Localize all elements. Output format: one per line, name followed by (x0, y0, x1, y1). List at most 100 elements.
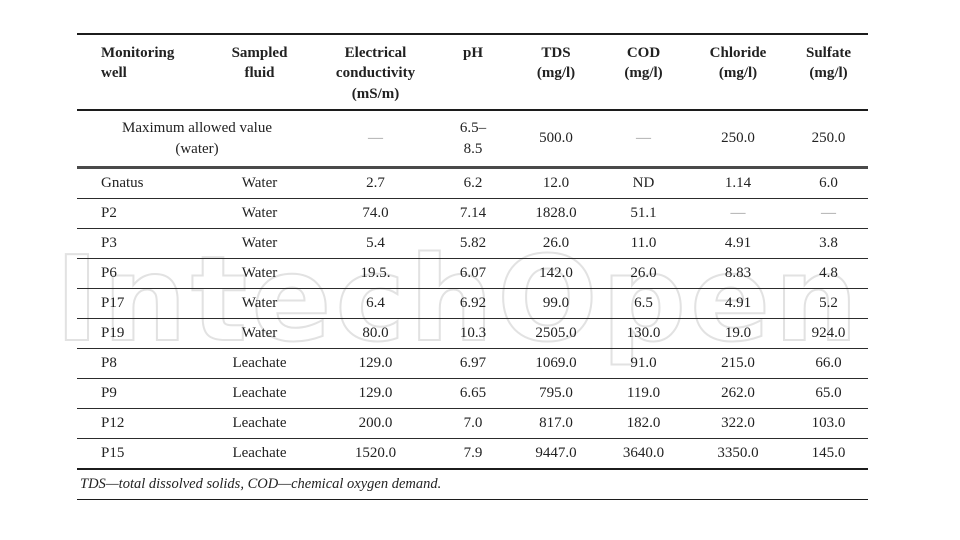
table-row: P6 Water 19.5. 6.07 142.0 26.0 8.83 4.8 (77, 258, 868, 289)
cell: 5.82 (434, 228, 512, 259)
cell: 74.0 (317, 198, 434, 229)
cell: 7.0 (434, 408, 512, 439)
cell: 9447.0 (512, 438, 600, 470)
cell: 130.0 (600, 318, 687, 349)
cell-well-name: P12 (77, 408, 202, 439)
cell: 3640.0 (600, 438, 687, 470)
cell-well-name: P8 (77, 348, 202, 379)
cell: 10.3 (434, 318, 512, 349)
cell: Water (202, 167, 317, 199)
cell: 1069.0 (512, 348, 600, 379)
cell: Leachate (202, 348, 317, 379)
cell: 182.0 (600, 408, 687, 439)
table-row: P3 Water 5.4 5.82 26.0 11.0 4.91 3.8 (77, 228, 868, 259)
cell: — (317, 110, 434, 169)
table-row: P15 Leachate 1520.0 7.9 9447.0 3640.0 3350.0 14… (77, 438, 868, 470)
cell: 26.0 (600, 258, 687, 289)
col-header-tds: TDS (mg/l) (512, 34, 600, 111)
cell: 7.9 (434, 438, 512, 470)
cell-well-name: Gnatus (77, 167, 202, 199)
table-row: P8 Leachate 129.0 6.97 1069.0 91.0 215.0 66.0 (77, 348, 868, 379)
cell: 795.0 (512, 378, 600, 409)
cell-well-name: P9 (77, 378, 202, 409)
cell: Water (202, 318, 317, 349)
table-row: P12 Leachate 200.0 7.0 817.0 182.0 322.0 103.0 (77, 408, 868, 439)
cell: 2505.0 (512, 318, 600, 349)
cell: 145.0 (789, 438, 868, 470)
cell: 4.91 (687, 288, 789, 319)
cell: 200.0 (317, 408, 434, 439)
cell: — (600, 110, 687, 169)
cell: 3.8 (789, 228, 868, 259)
cell: 5.2 (789, 288, 868, 319)
cell: 65.0 (789, 378, 868, 409)
cell: 6.0 (789, 167, 868, 199)
cell: Water (202, 228, 317, 259)
cell: 1828.0 (512, 198, 600, 229)
cell: 924.0 (789, 318, 868, 349)
cell: 19.0 (687, 318, 789, 349)
cell-well-name: P15 (77, 438, 202, 470)
cell: 51.1 (600, 198, 687, 229)
cell: 129.0 (317, 378, 434, 409)
header-row: Monitoring well Sampled fluid Electrical… (77, 34, 868, 111)
cell-well-name: P3 (77, 228, 202, 259)
cell: 66.0 (789, 348, 868, 379)
cell: Water (202, 198, 317, 229)
monitoring-wells-table-container: Monitoring well Sampled fluid Electrical… (77, 33, 868, 500)
cell: 80.0 (317, 318, 434, 349)
cell: 250.0 (789, 110, 868, 169)
table-row: P17 Water 6.4 6.92 99.0 6.5 4.91 5.2 (77, 288, 868, 319)
col-header-sulfate: Sulfate (mg/l) (789, 34, 868, 111)
cell: 6.92 (434, 288, 512, 319)
cell: 3350.0 (687, 438, 789, 470)
cell: 6.97 (434, 348, 512, 379)
cell: — (687, 198, 789, 229)
table-row: P19 Water 80.0 10.3 2505.0 130.0 19.0 924.0 (77, 318, 868, 349)
col-header-electrical-conductivity: Electrical conductivity (mS/m) (317, 34, 434, 111)
cell: 4.8 (789, 258, 868, 289)
cell-well-name: P19 (77, 318, 202, 349)
cell-well-name: P17 (77, 288, 202, 319)
cell: — (789, 198, 868, 229)
table-row: P2 Water 74.0 7.14 1828.0 51.1— — (77, 198, 868, 229)
cell: 12.0 (512, 167, 600, 199)
cell: 6.2 (434, 167, 512, 199)
cell: 215.0 (687, 348, 789, 379)
monitoring-wells-table: Monitoring well Sampled fluid Electrical… (77, 33, 868, 470)
col-header-monitoring-well: Monitoring well (77, 34, 202, 111)
cell: Water (202, 258, 317, 289)
cell: 7.14 (434, 198, 512, 229)
cell: 500.0 (512, 110, 600, 169)
cell: Water (202, 288, 317, 319)
cell: 250.0 (687, 110, 789, 169)
cell: 322.0 (687, 408, 789, 439)
cell: 1520.0 (317, 438, 434, 470)
table-row: P9 Leachate 129.0 6.65 795.0 119.0 262.0 65.0 (77, 378, 868, 409)
cell: 6.5 (600, 288, 687, 319)
cell: 8.83 (687, 258, 789, 289)
cell: 6.65 (434, 378, 512, 409)
cell: 19.5. (317, 258, 434, 289)
cell: 11.0 (600, 228, 687, 259)
max-allowed-label: Maximum allowed value (water) (77, 110, 317, 169)
cell: 5.4 (317, 228, 434, 259)
table-body: Maximum allowed value (water) — 6.5– 8.5… (77, 110, 868, 470)
cell: 91.0 (600, 348, 687, 379)
col-header-cod: COD (mg/l) (600, 34, 687, 111)
cell: 119.0 (600, 378, 687, 409)
cell: Leachate (202, 378, 317, 409)
cell: 142.0 (512, 258, 600, 289)
cell: 817.0 (512, 408, 600, 439)
col-header-ph: pH (434, 34, 512, 111)
cell: ND (600, 167, 687, 199)
cell: Leachate (202, 438, 317, 470)
cell: 262.0 (687, 378, 789, 409)
table-footnote: TDS—total dissolved solids, COD—chemical… (77, 470, 868, 500)
col-header-sampled-fluid: Sampled fluid (202, 34, 317, 111)
cell: 103.0 (789, 408, 868, 439)
col-header-chloride: Chloride (mg/l) (687, 34, 789, 111)
table-row: Gnatus Water 2.7 6.2 12.0 ND 1.14 6.0 (77, 167, 868, 199)
cell: 2.7 (317, 167, 434, 199)
